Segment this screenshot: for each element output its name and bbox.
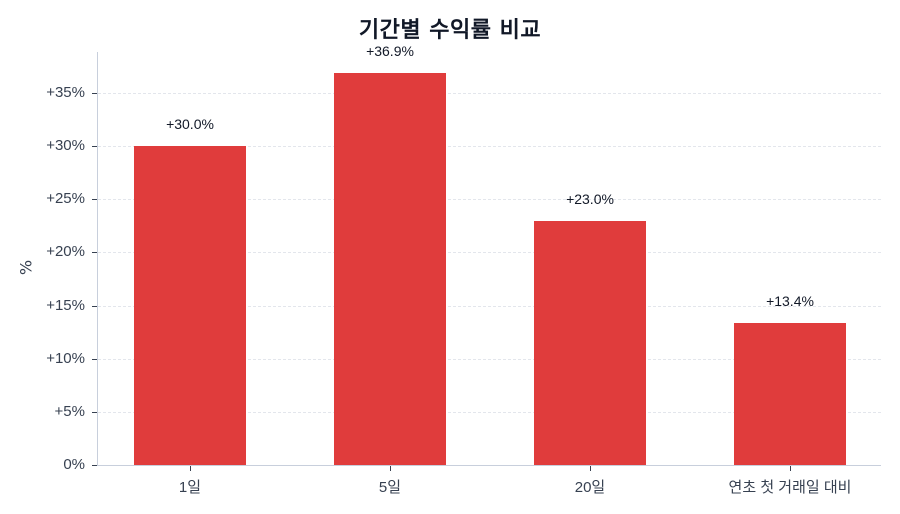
bar: [334, 72, 446, 465]
x-tick-mark: [790, 466, 791, 471]
gridline: [98, 199, 881, 200]
y-tick-label: 0%: [63, 456, 85, 473]
y-tick-mark: [92, 93, 97, 94]
x-tick-mark: [190, 466, 191, 471]
x-tick-label: 1일: [178, 479, 202, 496]
gridline: [98, 146, 881, 147]
x-tick-label: 연초 첫 거래일 대비: [728, 479, 852, 496]
y-tick-label: +30%: [46, 137, 85, 154]
gridline: [98, 359, 881, 360]
x-axis-line: [97, 465, 881, 466]
gridline: [98, 306, 881, 307]
y-tick-label: +10%: [46, 350, 85, 367]
bar-value-label: +23.0%: [566, 190, 614, 207]
bar-value-label: +36.9%: [366, 42, 414, 59]
y-tick-label: +35%: [46, 84, 85, 101]
y-tick-label: +25%: [46, 190, 85, 207]
y-tick-label: +20%: [46, 243, 85, 260]
bar-value-label: +30.0%: [166, 116, 214, 133]
y-tick-label: +5%: [54, 403, 85, 420]
gridline: [98, 412, 881, 413]
gridline: [98, 252, 881, 253]
y-tick-mark: [92, 146, 97, 147]
bar-value-label: +13.4%: [766, 292, 814, 309]
x-tick-mark: [390, 466, 391, 471]
y-tick-mark: [92, 465, 97, 466]
bar: [134, 146, 246, 465]
y-tick-mark: [92, 306, 97, 307]
bar: [734, 322, 846, 465]
y-tick-mark: [92, 199, 97, 200]
y-tick-label: +15%: [46, 297, 85, 314]
y-axis-label: %: [16, 259, 36, 276]
x-tick-label: 5일: [378, 479, 402, 496]
y-tick-mark: [92, 252, 97, 253]
gridline: [98, 93, 881, 94]
y-axis-line: [97, 52, 98, 466]
chart-title: 기간별 수익률 비교: [358, 18, 542, 43]
x-tick-mark: [590, 466, 591, 471]
bar: [534, 220, 646, 465]
y-tick-mark: [92, 412, 97, 413]
x-tick-label: 20일: [574, 479, 606, 496]
y-tick-mark: [92, 359, 97, 360]
